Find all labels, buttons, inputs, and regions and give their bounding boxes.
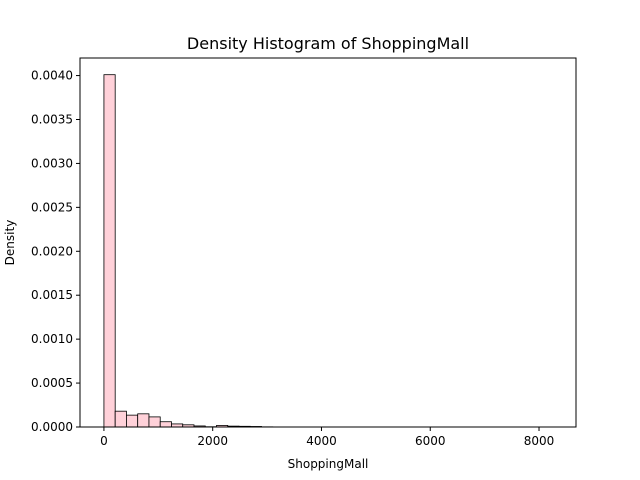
- x-axis-ticks: 0 2000 4000 6000 8000: [100, 427, 554, 448]
- y-axis-label: Density: [3, 220, 17, 266]
- plot-frame: [79, 57, 577, 428]
- y-tick-label: 0.0025: [31, 200, 73, 214]
- histogram-bar: [103, 74, 116, 428]
- y-tick-label: 0.0010: [31, 332, 73, 346]
- y-tick-label: 0.0015: [31, 288, 73, 302]
- x-tick-label: 2000: [197, 434, 228, 448]
- y-tick-label: 0.0040: [31, 69, 73, 83]
- x-tick-label: 0: [100, 434, 108, 448]
- y-tick-label: 0.0030: [31, 156, 73, 170]
- y-tick-label: 0.0005: [31, 376, 73, 390]
- y-tick-label: 0.0000: [31, 420, 73, 434]
- y-axis-ticks: 0.0000 0.0005 0.0010 0.0015 0.0020 0.0025 0.00…: [31, 69, 80, 434]
- x-axis-label: ShoppingMall: [288, 457, 369, 471]
- x-tick-label: 6000: [415, 434, 446, 448]
- x-tick-label: 8000: [524, 434, 555, 448]
- histogram-bars: [103, 74, 555, 428]
- histogram-bar: [148, 416, 161, 428]
- chart-title: Density Histogram of ShoppingMall: [187, 34, 469, 53]
- histogram-bar: [137, 413, 150, 428]
- histogram-bar: [114, 410, 127, 428]
- y-tick-label: 0.0035: [31, 113, 73, 127]
- histogram-bar: [159, 421, 172, 428]
- x-tick-label: 4000: [306, 434, 337, 448]
- y-tick-label: 0.0020: [31, 244, 73, 258]
- histogram-bar: [126, 414, 139, 428]
